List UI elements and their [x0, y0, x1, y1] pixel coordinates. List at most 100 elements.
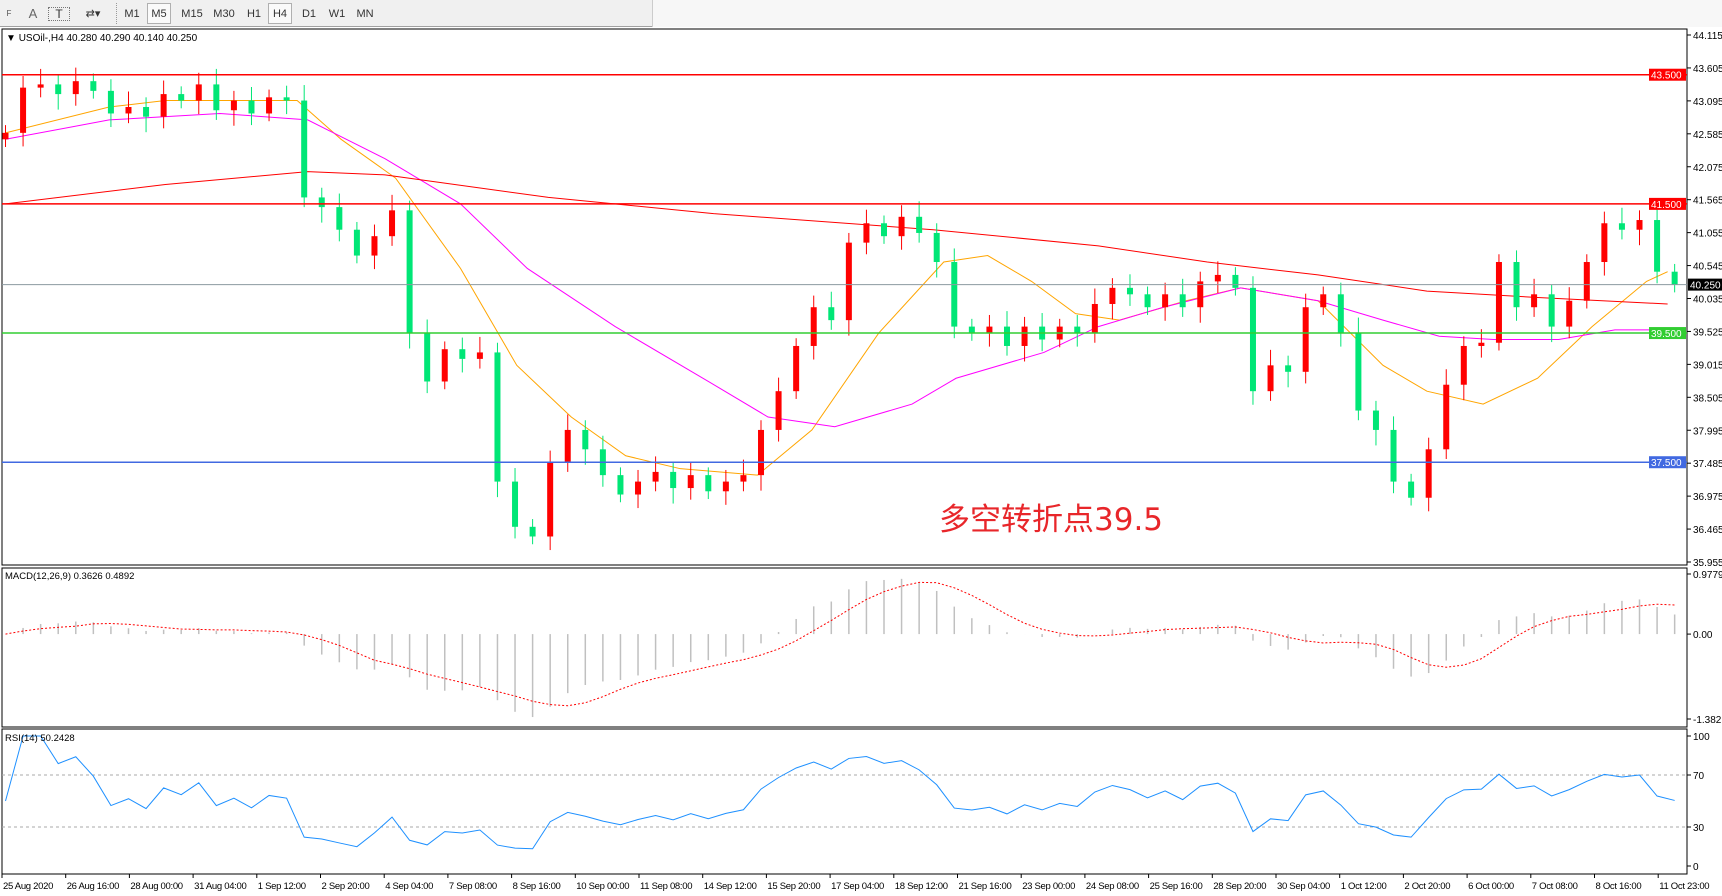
price-tick-label: 39.015: [1693, 360, 1722, 371]
candle-body: [1654, 220, 1661, 272]
price-tick-label: 39.525: [1693, 327, 1722, 338]
price-tick-label: 42.585: [1693, 130, 1722, 141]
candle-body: [1285, 365, 1292, 372]
candle-body: [1531, 294, 1538, 308]
price-tick-label: 41.565: [1693, 196, 1722, 207]
text-label-icon[interactable]: T: [48, 7, 70, 21]
candle-body: [494, 352, 501, 482]
time-tick-label: 2 Oct 20:00: [1404, 881, 1450, 892]
timeframe-d1[interactable]: D1: [301, 7, 317, 20]
time-tick-label: 4 Sep 04:00: [385, 881, 433, 892]
arrows-glyph: ⇄: [85, 8, 95, 20]
time-tick-label: 1 Sep 12:00: [258, 881, 306, 892]
candle-body: [722, 481, 729, 492]
level-label-bg: [1649, 456, 1686, 469]
candle-body: [90, 81, 97, 91]
chart-legend: ▼ USOil-,H4 40.280 40.290 40.140 40.250: [6, 33, 197, 44]
price-tick-label: 37.995: [1693, 426, 1722, 437]
time-tick-label: 25 Aug 2020: [3, 881, 53, 892]
price-tick-label: 42.075: [1693, 163, 1722, 174]
candle-body: [845, 242, 852, 321]
price-tick-label: 43.095: [1693, 97, 1722, 108]
candle-body: [1443, 384, 1450, 450]
candle-body: [1126, 287, 1133, 295]
fibo-icon[interactable]: F: [6, 9, 12, 18]
candle-body: [1355, 333, 1362, 411]
current-price-bg: [1688, 278, 1722, 291]
candle-body: [195, 84, 202, 101]
time-tick-label: 8 Oct 16:00: [1596, 881, 1642, 892]
toolbar-separator: [116, 3, 118, 24]
timeframe-m1[interactable]: M1: [124, 7, 140, 20]
candle-body: [1249, 287, 1256, 392]
candle-body: [389, 210, 396, 237]
candle-body: [670, 471, 677, 489]
time-tick-label: 1 Oct 12:00: [1341, 881, 1387, 892]
chart-area[interactable]: 44.115 43.605 43.095 42.585 42.075 41.565 41.0…: [0, 27, 1722, 896]
candle-body: [512, 481, 519, 527]
candle-body: [1671, 271, 1678, 285]
candle-body: [1214, 274, 1221, 282]
text-icon[interactable]: A: [28, 6, 38, 21]
candle-body: [582, 429, 589, 450]
current-price-label: 40.250: [1690, 281, 1721, 292]
price-tick-label: 40.545: [1693, 262, 1722, 273]
candle-body: [564, 429, 571, 463]
timeframe-w1[interactable]: W1: [328, 7, 346, 20]
chevron-down-icon: ▾: [94, 8, 101, 20]
arrows-icon[interactable]: ⇄ ▾: [78, 3, 108, 24]
candle-body: [1618, 223, 1625, 230]
candle-body: [951, 262, 958, 327]
time-tick-label: 15 Sep 20:00: [767, 881, 820, 892]
candle-body: [1109, 287, 1116, 304]
level-label: 43.500: [1651, 71, 1682, 82]
level-label-bg: [1649, 197, 1686, 210]
rsi-pane: [1, 728, 1688, 875]
time-tick-label: 21 Sep 16:00: [959, 881, 1012, 892]
time-tick-label: 11 Sep 08:00: [640, 881, 692, 892]
candle-body: [476, 352, 483, 359]
time-tick-label: 24 Sep 08:00: [1086, 881, 1139, 892]
candle-body: [1267, 365, 1274, 392]
price-tick-label: 35.955: [1693, 558, 1722, 569]
candle-body: [705, 475, 712, 492]
macd-pane: [1, 567, 1688, 728]
candle-body: [793, 345, 800, 392]
candle-body: [1495, 262, 1502, 343]
macd-tick-label: 0.00: [1693, 630, 1713, 641]
timeframe-h4[interactable]: H4: [268, 3, 292, 24]
collapse-triangle-icon[interactable]: ▼: [6, 33, 19, 44]
time-tick-label: 11 Oct 23:00: [1659, 881, 1709, 892]
timeframe-m30[interactable]: M30: [213, 7, 235, 20]
candle-body: [371, 236, 378, 256]
candle-body: [1162, 294, 1169, 308]
symbol-ohlc: USOil-,H4 40.280 40.290 40.140 40.250: [18, 33, 198, 44]
level-label-bg: [1649, 68, 1686, 81]
timeframe-mn[interactable]: MN: [356, 7, 374, 20]
candle-body: [1408, 481, 1415, 498]
candle-body: [143, 107, 150, 117]
candle-body: [1425, 449, 1432, 498]
level-label: 41.500: [1651, 200, 1682, 211]
candle-body: [898, 216, 905, 237]
candle-body: [1302, 307, 1309, 372]
candle-body: [213, 84, 220, 111]
candle-body: [125, 107, 132, 114]
candle-body: [1478, 342, 1485, 346]
timeframe-m15[interactable]: M15: [181, 7, 203, 20]
time-tick-label: 7 Oct 08:00: [1532, 881, 1578, 892]
time-tick-label: 25 Sep 16:00: [1150, 881, 1203, 892]
candle-body: [617, 475, 624, 495]
timeframe-h1[interactable]: H1: [246, 7, 262, 20]
candle-body: [1144, 294, 1151, 308]
candle-body: [547, 462, 554, 537]
candle-body: [37, 84, 44, 88]
candle-body: [1337, 294, 1344, 334]
candle-body: [1232, 274, 1239, 288]
candle-body: [1021, 326, 1028, 346]
candle-body: [1372, 410, 1379, 430]
timeframe-m5[interactable]: M5: [147, 3, 171, 24]
candle-body: [1197, 281, 1204, 308]
rsi-tick-label: 0: [1693, 862, 1699, 873]
candle-body: [828, 307, 835, 321]
